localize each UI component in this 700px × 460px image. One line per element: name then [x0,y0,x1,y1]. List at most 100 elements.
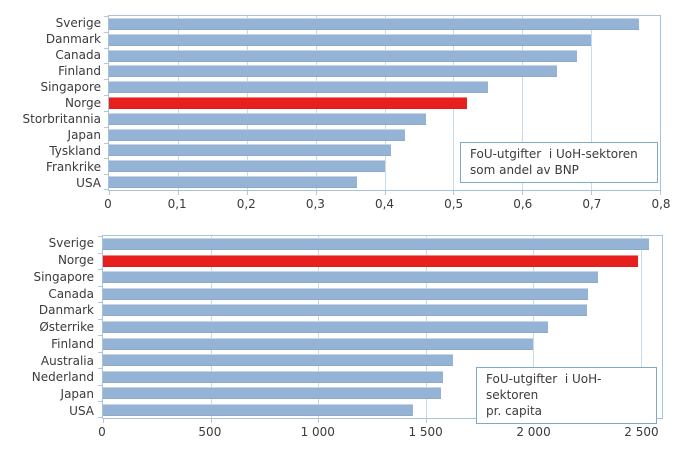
x-tick-label: 0,8 [651,197,671,211]
category-label: Singapore [33,269,94,284]
bar-row [109,158,660,174]
x-tick-label: 1 000 [300,425,335,439]
bar [109,112,426,125]
y-axis-tickmark [98,285,102,287]
annotation-box: FoU-utgifter i UoH-sektoren pr. capita [476,367,657,424]
x-axis-tickmark [177,191,179,195]
bar [103,304,587,317]
x-axis-tickmark [246,191,248,195]
x-tick-label: 0,7 [582,197,602,211]
y-axis-tickmark [104,126,108,128]
x-tick-label: 1 500 [408,425,443,439]
category-label: USA [69,403,94,418]
bar [109,17,640,30]
y-axis-tickmark [98,384,102,386]
bar [109,144,392,157]
bar-row [109,111,660,127]
bar-row [103,385,662,402]
y-axis-tickmark [98,417,102,418]
y-axis-tickmark [98,368,102,370]
bar-row [109,32,660,48]
bar-row [109,48,660,64]
bar [103,321,549,333]
bar-row [103,368,662,385]
bar [103,403,413,416]
x-tick-label: 0,2 [236,197,256,211]
x-tick-label: 0,3 [305,197,325,211]
bar [109,81,488,94]
y-axis-tickmark [104,31,108,33]
value-axis-labels: 0 500 1 000 1 500 2 000 2 500 [98,425,663,441]
category-label: Sverige [48,236,94,251]
category-axis-labels: Sverige Danmark Canada Finland Singapore Norg… [0,15,108,191]
x-tick-label: 0,4 [374,197,395,211]
bar [109,33,592,46]
x-axis-tickmark [660,191,661,195]
category-label: USA [76,176,101,190]
annotation-line-2: pr. capita [486,404,543,418]
category-label: Norge [57,253,94,268]
y-axis-tickmark [98,335,102,337]
category-label: Canada [55,48,101,62]
category-label: Japan [67,128,101,142]
y-axis-tickmark [98,236,102,237]
bar [103,238,650,251]
bar-row [103,253,662,270]
bar-row [109,143,660,159]
y-axis-tickmark [104,63,108,65]
x-tick-label: 0,5 [444,197,464,211]
x-tick-label: 0 [98,425,106,439]
x-tick-label: 0,1 [167,197,187,211]
y-axis-tickmark [98,401,102,403]
x-axis-tickmark [210,419,212,423]
plot-area [98,235,663,423]
x-tick-label: 0 [104,197,112,211]
bar [103,287,588,300]
x-axis-tickmark [384,191,386,195]
bar-row [103,302,662,319]
bar-row [103,335,662,352]
y-axis-tickmark [98,252,102,254]
bar [103,337,533,350]
bar [103,370,443,383]
x-axis-tickmark [425,419,427,423]
x-axis-tickmark [103,419,104,423]
bar [103,387,441,400]
bar [103,354,454,367]
x-tick-label: 500 [198,425,222,439]
category-label: Sverige [55,16,101,30]
bar [109,65,557,78]
y-axis-tickmark [98,302,102,304]
x-tick-label: 0,6 [513,197,533,211]
annotation-box: FoU-utgifter i UoH-sektoren som andel av… [460,142,658,183]
category-label: Danmark [38,303,94,318]
category-label: Finland [51,336,94,351]
bar-row [109,79,660,95]
bar-highlight [103,254,639,267]
y-axis-tickmark [104,47,108,49]
y-axis-tickmark [104,142,108,144]
value-axis-labels: 0 0,1 0,2 0,3 0,4 0,5 0,6 0,7 0,8 [104,197,670,213]
bar-row [103,319,662,336]
gridline [522,16,524,190]
x-axis-tickmark [109,191,110,195]
bar [109,160,385,173]
bar [103,271,598,284]
bar-row [103,269,662,286]
category-label: Danmark [45,32,101,46]
annotation-line-2: som andel av BNP [470,163,579,177]
category-label: Finland [58,64,101,78]
x-axis-tickmark [315,191,317,195]
bar-row [109,127,660,143]
bar-row [109,95,660,111]
category-label: Canada [48,286,94,301]
bar-series [109,16,660,190]
x-axis-tickmark [453,191,455,195]
bar-row [103,401,662,418]
category-label: Østerrike [39,320,94,335]
y-axis-tickmark [98,351,102,353]
bar-row [103,236,662,253]
y-axis-tickmark [104,16,108,17]
category-label: Norge [64,96,101,110]
